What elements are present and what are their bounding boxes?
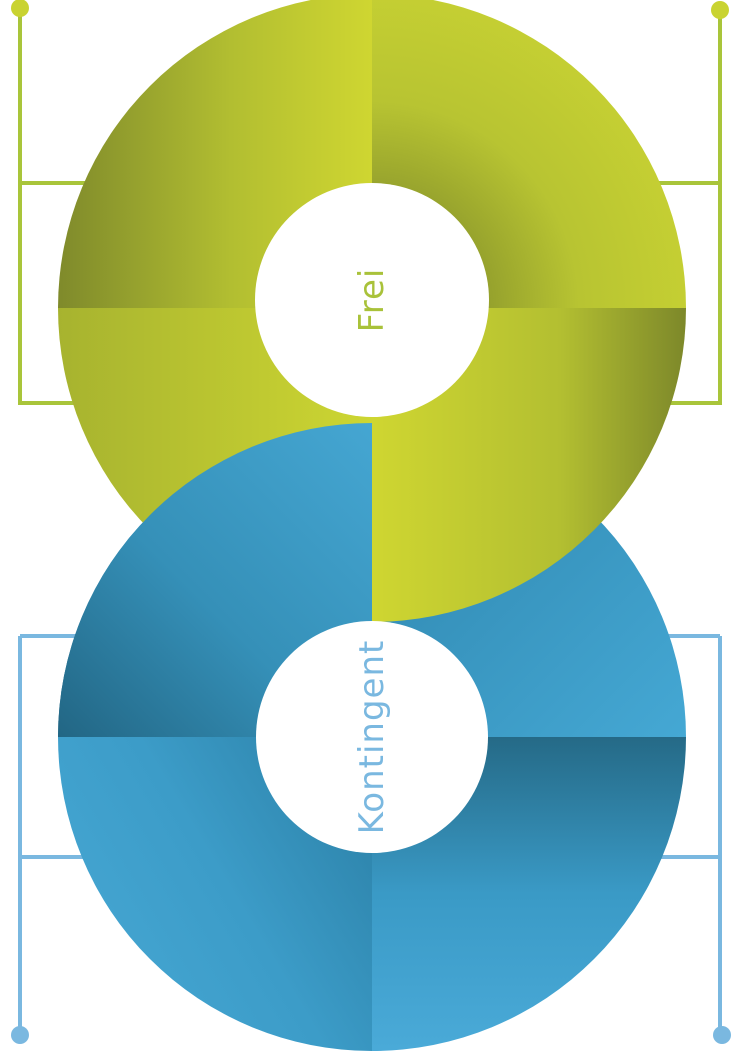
bottom-ring-label: Kontingent — [352, 640, 392, 835]
bottom-right-endpoint-dot — [713, 1026, 731, 1044]
top-left-endpoint-dot — [11, 0, 29, 17]
bottom-ring-hub — [256, 621, 488, 853]
bottom-left-endpoint-dot — [11, 1026, 29, 1044]
top-ring-hub — [255, 183, 489, 417]
top-right-endpoint-dot — [711, 1, 729, 19]
top-ring-label: Frei — [352, 268, 392, 333]
